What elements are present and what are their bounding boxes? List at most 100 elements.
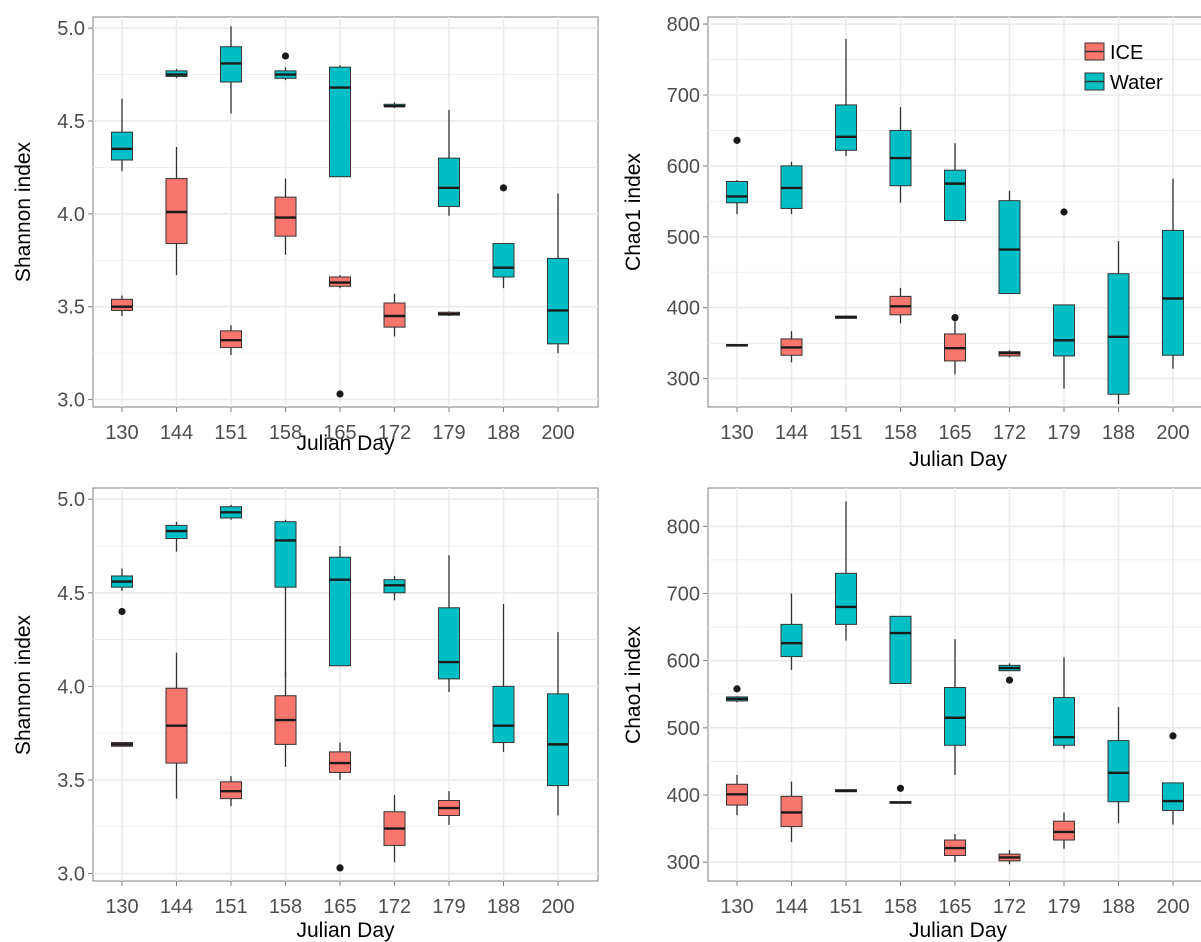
box-ice-144	[165, 652, 188, 799]
box-water-130	[111, 568, 133, 616]
box-body	[547, 257, 569, 345]
box-ice-179	[1053, 812, 1075, 849]
y-tick-label: 3.0	[57, 864, 85, 886]
x-tick-label: 130	[720, 896, 753, 918]
x-tick-label: 172	[993, 422, 1026, 444]
x-tick-label: 151	[214, 422, 247, 444]
box-ice-151	[835, 789, 857, 793]
box-body	[547, 693, 569, 787]
box-ice-130	[726, 344, 748, 347]
box-ice-144	[165, 147, 188, 276]
box-body	[835, 572, 857, 625]
x-tick-label: 151	[214, 896, 247, 918]
x-tick-label: 165	[323, 422, 356, 444]
box-ice-179	[438, 791, 460, 825]
box-water-151	[835, 501, 857, 641]
box-ice-165	[944, 321, 966, 375]
y-tick-label: 300	[667, 852, 700, 874]
box-body	[726, 181, 748, 204]
y-tick-label: 600	[667, 156, 700, 178]
outlier-point	[336, 390, 344, 398]
y-tick-label: 4.5	[57, 111, 85, 133]
box-body	[329, 66, 351, 178]
legend-label-ice: ICE	[1110, 42, 1143, 64]
box-body	[274, 521, 297, 588]
x-tick-label: 188	[1102, 422, 1135, 444]
box-water-130	[726, 136, 748, 215]
box-body	[889, 615, 912, 684]
y-axis-label: Shannon index	[12, 614, 35, 755]
y-tick-label: 800	[667, 516, 700, 538]
y-tick-label: 500	[667, 227, 700, 249]
box-body	[835, 104, 857, 151]
box-water-158	[274, 52, 297, 81]
x-tick-label: 188	[1102, 896, 1135, 918]
x-tick-label: 179	[1047, 896, 1080, 918]
box-water-188	[492, 184, 515, 289]
box-water-188	[1107, 241, 1130, 405]
x-tick-label: 188	[487, 422, 520, 444]
box-body	[944, 169, 966, 222]
x-tick-label: 200	[541, 896, 574, 918]
box-body	[1053, 304, 1075, 357]
box-ice-172	[383, 293, 406, 337]
box-water-144	[780, 161, 803, 215]
x-tick-label: 151	[829, 896, 862, 918]
x-tick-label: 179	[432, 896, 465, 918]
box-water-179	[1053, 208, 1075, 389]
box-body	[1053, 697, 1075, 746]
box-ice-130	[726, 774, 748, 816]
x-tick-label: 144	[775, 896, 808, 918]
box-water-188	[492, 604, 515, 752]
box-ice-172	[998, 850, 1021, 865]
box-water-172	[998, 663, 1021, 684]
box-body	[438, 607, 460, 680]
box-body	[1162, 782, 1184, 811]
y-tick-label: 700	[667, 85, 700, 107]
box-ice-130	[111, 742, 133, 747]
outlier-point	[1169, 732, 1177, 740]
box-water-130	[726, 685, 748, 703]
box-ice-158	[274, 178, 297, 255]
y-axis-label: Shannon index	[12, 141, 35, 282]
box-ice-165	[944, 833, 966, 863]
outlier-point	[1005, 676, 1014, 684]
box-body	[111, 131, 133, 161]
box-ice-158	[274, 671, 297, 767]
box-body	[1107, 273, 1130, 395]
y-tick-label: 3.5	[57, 297, 85, 319]
box-ice-158	[889, 801, 912, 804]
outlier-point	[951, 314, 959, 322]
y-tick-label: 4.5	[57, 583, 85, 605]
x-tick-label: 200	[541, 422, 574, 444]
box-ice-151	[835, 315, 857, 319]
box-water-165	[329, 65, 351, 178]
box-water-165	[329, 546, 351, 667]
box-ice-144	[780, 781, 803, 843]
y-tick-label: 500	[667, 718, 700, 740]
outlier-point	[733, 136, 741, 144]
box-body	[1107, 740, 1130, 803]
box-water-165	[944, 143, 966, 322]
box-ice-165	[329, 742, 351, 872]
box-water-179	[438, 555, 460, 692]
panel-top-right: Chao1 index Julian Day 300 400 500 600 700 80…	[622, 14, 1201, 471]
panel-bottom-left: Shannon index Julian Day 3.0 3.5 4.0 4.5 5.0…	[12, 487, 599, 942]
box-ice-179	[438, 311, 460, 316]
outlier-point	[499, 184, 508, 192]
legend-label-water: Water	[1110, 72, 1163, 94]
box-ice-144	[780, 331, 803, 363]
box-water-151	[220, 26, 242, 114]
y-tick-label: 4.0	[57, 676, 85, 698]
box-water-200	[547, 193, 569, 354]
box-water-151	[835, 38, 857, 156]
box-water-200	[547, 632, 569, 816]
box-body	[438, 157, 460, 207]
box-body	[329, 556, 351, 667]
x-axis-label: Julian Day	[296, 919, 395, 942]
x-tick-label: 179	[1047, 422, 1080, 444]
x-tick-label: 158	[269, 422, 302, 444]
x-axis-label: Julian Day	[909, 448, 1008, 471]
x-tick-label: 144	[160, 896, 193, 918]
